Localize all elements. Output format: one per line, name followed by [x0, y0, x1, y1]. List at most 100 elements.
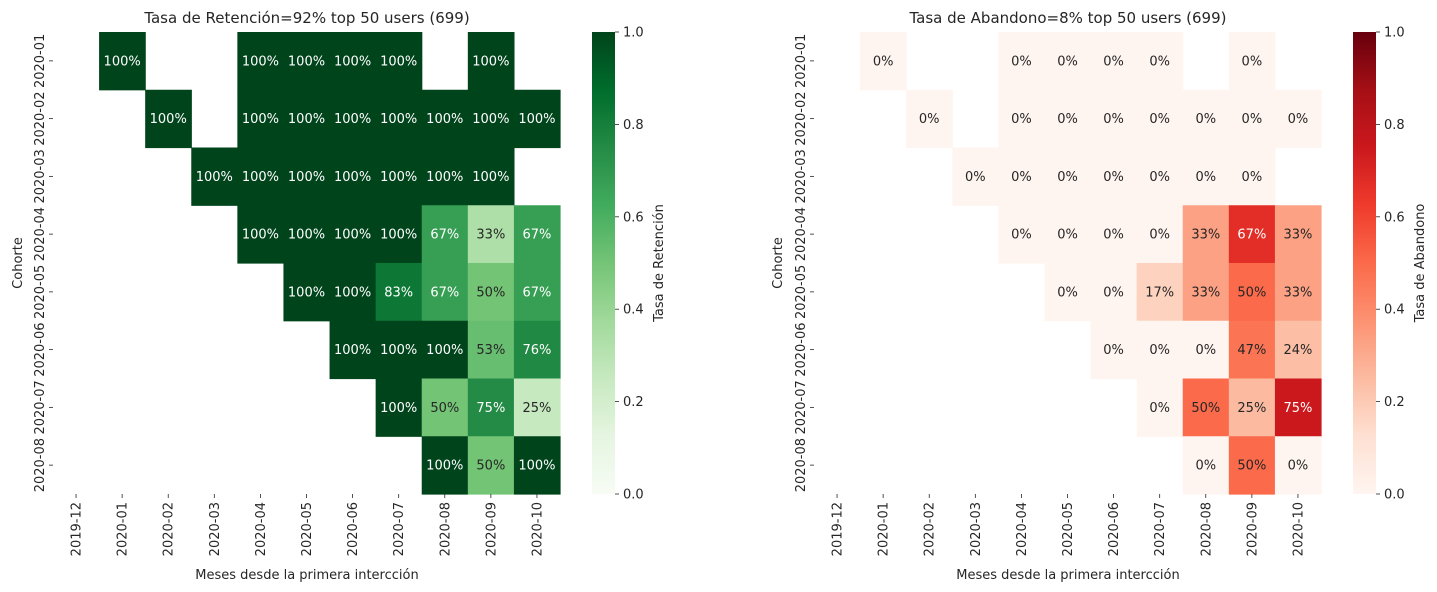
retention-x-tick-label: 2020-03 — [208, 502, 223, 556]
retention-y-tick-label: 2020-06 — [33, 322, 48, 376]
retention-cell — [329, 147, 377, 206]
abandonment-cell-label: 0% — [1011, 170, 1032, 185]
retention-cell-label: 50% — [430, 401, 459, 416]
retention-y-tick-label: 2020-08 — [33, 438, 48, 492]
retention-cell-label: 100% — [334, 285, 371, 300]
abandonment-cell-label: 0% — [1149, 228, 1170, 243]
abandonment-cell-label: 0% — [1149, 170, 1170, 185]
abandonment-cell-label: 24% — [1283, 343, 1312, 358]
abandonment-cell — [1136, 378, 1184, 437]
abandonment-cell — [1228, 205, 1276, 264]
abandonment-cell-label: 0% — [1242, 170, 1263, 185]
retention-cell-label: 67% — [430, 285, 459, 300]
retention-cells: 100% 100% 100% 100% 100% 100% 100% 100% 100% 100%… — [99, 32, 561, 495]
retention-cell — [237, 89, 285, 149]
retention-cell — [467, 436, 515, 495]
retention-y-tick-label: 2020-03 — [33, 149, 48, 203]
retention-heatmap: Tasa de Retención=92% top 50 users (699)… — [11, 9, 667, 583]
abandonment-x-tick-label: 2020-10 — [1291, 502, 1306, 556]
abandonment-x-tick-label: 2020-07 — [1153, 502, 1168, 556]
retention-cell-label: 100% — [242, 228, 279, 243]
retention-cell — [467, 320, 515, 380]
retention-cell-label: 100% — [196, 170, 233, 185]
retention-cell — [99, 32, 146, 91]
retention-cell-label: 100% — [518, 112, 555, 127]
retention-cell — [375, 205, 423, 264]
abandonment-cell-label: 0% — [1103, 343, 1124, 358]
abandonment-cell — [1228, 89, 1276, 149]
abandonment-cell — [998, 205, 1046, 264]
retention-cell-label: 83% — [384, 285, 413, 300]
retention-x-tick-label: 2020-06 — [346, 502, 361, 556]
abandonment-cell-label: 0% — [1057, 112, 1078, 127]
abandonment-cell-label: 0% — [1149, 401, 1170, 416]
abandonment-cell-label: 0% — [1149, 112, 1170, 127]
abandonment-colorbar-tick-label: 0.2 — [1384, 395, 1405, 410]
retention-cell — [467, 205, 515, 264]
retention-colorbar-ticks: 0.0 0.2 0.4 0.6 0.8 1.0 — [615, 26, 644, 503]
retention-cell — [329, 32, 377, 91]
retention-x-tick-label: 2020-01 — [116, 502, 131, 556]
retention-cell-label: 53% — [476, 343, 505, 358]
retention-cell-label: 100% — [426, 459, 463, 474]
retention-cell-label: 25% — [522, 401, 551, 416]
retention-cell — [513, 89, 561, 149]
abandonment-cell — [1182, 89, 1230, 149]
abandonment-cell-label: 0% — [965, 170, 986, 185]
abandonment-y-tick-label: 2020-01 — [794, 34, 809, 88]
abandonment-cell-label: 0% — [1011, 228, 1032, 243]
abandonment-cell — [1044, 89, 1092, 149]
retention-cell-label: 100% — [380, 54, 417, 69]
retention-x-ticks: 2019-12 2020-01 2020-02 2020-03 2020-04 2020-… — [70, 494, 545, 556]
abandonment-cell — [998, 89, 1046, 149]
abandonment-cell-label: 0% — [1011, 112, 1032, 127]
retention-cell — [237, 147, 285, 206]
retention-cell-label: 100% — [380, 228, 417, 243]
retention-colorbar-tick-label: 0.8 — [623, 118, 644, 133]
abandonment-cell-label: 0% — [1195, 459, 1216, 474]
retention-cell-label: 100% — [288, 112, 325, 127]
abandonment-colorbar-tick-label: 0.4 — [1384, 303, 1405, 318]
retention-cell — [513, 320, 561, 380]
abandonment-cell — [998, 147, 1046, 206]
abandonment-x-tick-label: 2020-03 — [969, 502, 984, 556]
abandonment-cell — [1228, 32, 1276, 91]
retention-cell-label: 100% — [426, 112, 463, 127]
retention-cell — [421, 378, 469, 437]
abandonment-cell — [1274, 436, 1322, 495]
retention-x-tick-label: 2019-12 — [70, 502, 85, 556]
retention-cell-label: 75% — [476, 401, 505, 416]
abandonment-cell-label: 33% — [1191, 285, 1220, 300]
retention-x-tick-label: 2020-07 — [392, 502, 407, 556]
abandonment-cell — [1136, 320, 1184, 380]
retention-cell-label: 50% — [476, 285, 505, 300]
retention-cell — [421, 205, 469, 264]
retention-cell — [513, 378, 561, 437]
retention-y-tick-label: 2020-05 — [33, 265, 48, 319]
abandonment-cell — [1182, 205, 1230, 264]
abandonment-cell-label: 33% — [1283, 228, 1312, 243]
abandonment-cell — [1228, 436, 1276, 495]
retention-cell-label: 100% — [288, 170, 325, 185]
abandonment-cell-label: 0% — [1103, 285, 1124, 300]
abandonment-cell — [1136, 89, 1184, 149]
abandonment-xlabel: Meses desde la primera intercción — [956, 568, 1179, 583]
retention-cell — [283, 89, 331, 149]
retention-cell-label: 100% — [426, 170, 463, 185]
abandonment-cell — [1136, 205, 1184, 264]
retention-cell-label: 100% — [334, 170, 371, 185]
retention-colorbar-tick-label: 0.6 — [623, 210, 644, 225]
abandonment-cell — [1228, 378, 1276, 437]
retention-cell-label: 100% — [380, 401, 417, 416]
abandonment-cell — [1090, 320, 1138, 380]
abandonment-cell — [1182, 436, 1230, 495]
retention-cell-label: 100% — [472, 54, 509, 69]
abandonment-cell-label: 0% — [1242, 112, 1263, 127]
abandonment-cell-label: 0% — [1103, 112, 1124, 127]
retention-cell — [467, 378, 515, 437]
retention-cell-label: 100% — [380, 343, 417, 358]
retention-cell-label: 100% — [334, 54, 371, 69]
retention-cell — [467, 32, 515, 91]
abandonment-colorbar-ticks: 0.0 0.2 0.4 0.6 0.8 1.0 — [1376, 26, 1405, 503]
abandonment-cell — [1090, 263, 1138, 322]
